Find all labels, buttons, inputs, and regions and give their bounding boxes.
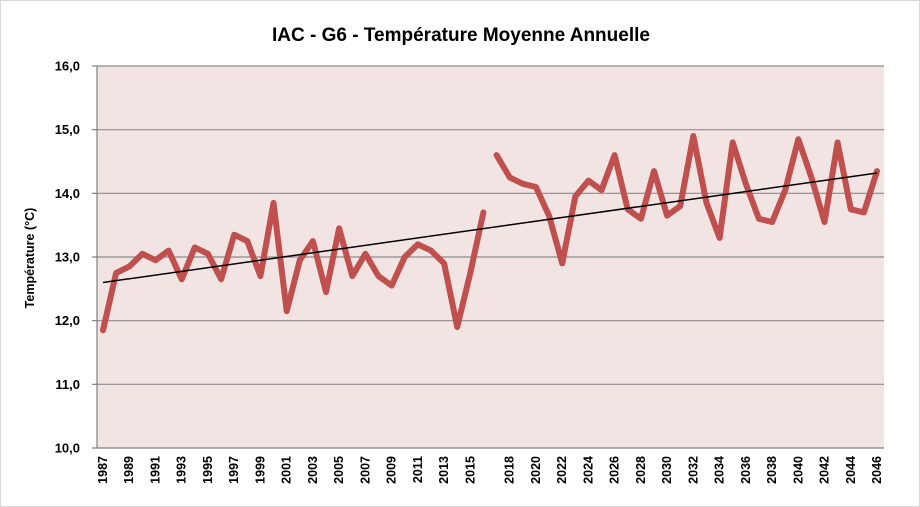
x-tick-label: 2003 [306,456,320,484]
temperature-series-line [100,199,487,334]
x-tick-label: 2040 [791,456,805,484]
x-tick-label: 2007 [358,456,372,484]
x-tick-label: 1995 [201,456,215,484]
y-tick-label: 13,0 [55,250,80,265]
x-tick-label: 2038 [765,456,779,484]
temperature-series-line [493,133,880,267]
x-tick-label: 2032 [686,456,700,484]
x-tick-label: 2024 [581,456,595,484]
x-tick-label: 2034 [713,456,727,484]
y-tick-label: 15,0 [55,122,80,137]
y-tick-label: 10,0 [55,441,80,456]
y-tick-label: 11,0 [55,377,80,392]
x-tick-label: 2009 [385,456,399,484]
y-tick-labels: 10,0 11,0 12,0 13,0 14,0 15,0 16,0 [55,59,80,456]
y-tick-label: 14,0 [55,186,80,201]
data-series [100,133,880,334]
x-tick-label: 1987 [96,456,110,484]
x-tick-label: 2028 [634,456,648,484]
x-tick-label: 2042 [818,456,832,484]
x-tick-label: 2046 [870,456,884,484]
x-tick-label: 2005 [332,456,346,484]
x-tick-label: 2020 [529,456,543,484]
x-tick-label: 2030 [660,456,674,484]
x-tick-label: 1989 [122,456,136,484]
x-tick-label: 2001 [280,456,294,484]
x-tick-label: 2015 [463,456,477,484]
x-tick-label: 2018 [503,456,517,484]
trendline [102,172,878,284]
x-tick-label: 2026 [608,456,622,484]
x-tick-label: 1997 [227,456,241,484]
trendline-layer [102,172,878,284]
x-tick-label: 2036 [739,456,753,484]
x-tick-label: 1999 [253,456,267,484]
x-tick-label: 2013 [437,456,451,484]
axes [92,65,884,449]
x-tick-labels: 1987 1989 1991 1993 1995 1997 1999 2001 2003 2005… [96,456,884,484]
y-tick-label: 16,0 [55,59,80,74]
chart-title: IAC - G6 - Température Moyenne Annuelle [272,25,650,46]
x-tick-label: 2044 [844,456,858,484]
y-tick-label: 12,0 [55,313,80,328]
x-tick-label: 2011 [411,456,425,483]
x-tick-label: 1991 [148,456,162,484]
y-axis-label: Température (°C) [23,208,37,309]
x-tick-label: 1993 [175,456,189,484]
x-tick-label: 2022 [555,456,569,484]
